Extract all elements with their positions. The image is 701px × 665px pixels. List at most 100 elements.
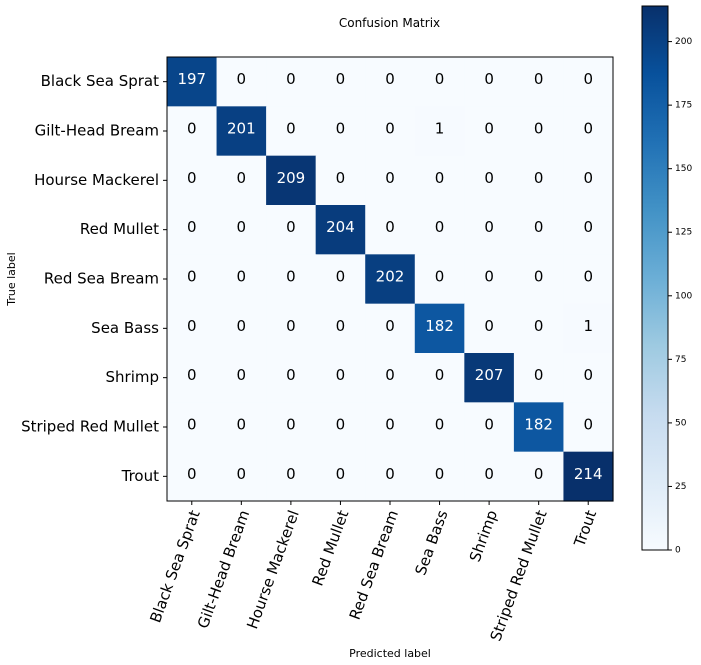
heatmap-cell bbox=[167, 353, 218, 403]
heatmap-cell bbox=[266, 205, 317, 255]
cell-value-label: 0 bbox=[385, 416, 395, 434]
colorbar-tick-label: 50 bbox=[675, 418, 687, 428]
x-tick-label: Trout bbox=[570, 508, 600, 550]
cell-value-label: 0 bbox=[286, 317, 296, 335]
cell-value-label: 0 bbox=[237, 169, 247, 187]
heatmap-cell bbox=[266, 106, 317, 157]
heatmap-cell bbox=[315, 402, 366, 453]
heatmap-cell bbox=[167, 254, 218, 305]
heatmap-cell bbox=[365, 155, 416, 206]
cell-value-label: 0 bbox=[336, 120, 346, 138]
heatmap-cell bbox=[216, 57, 267, 107]
cell-value-label: 0 bbox=[187, 416, 197, 434]
cell-value-label: 1 bbox=[583, 317, 593, 335]
heatmap-cell bbox=[513, 106, 565, 157]
cell-value-label: 0 bbox=[187, 268, 197, 286]
heatmap-cell bbox=[365, 451, 416, 502]
heatmap-cell bbox=[315, 254, 366, 305]
cell-value-label: 0 bbox=[237, 70, 247, 88]
heatmap-cell bbox=[513, 451, 565, 502]
cell-value-label: 0 bbox=[484, 169, 494, 187]
heatmap-cell bbox=[216, 402, 267, 453]
heatmap-cell bbox=[464, 254, 515, 305]
heatmap-cell bbox=[315, 57, 366, 107]
cell-value-label: 0 bbox=[336, 317, 346, 335]
heatmap-cell bbox=[167, 57, 218, 107]
cell-value-label: 0 bbox=[583, 268, 593, 286]
colorbar-tick-label: 150 bbox=[675, 164, 692, 174]
heatmap-cell bbox=[167, 155, 218, 206]
cell-value-label: 0 bbox=[435, 416, 445, 434]
heatmap-cell bbox=[513, 57, 565, 107]
cell-value-label: 182 bbox=[524, 416, 553, 434]
heatmap-cell bbox=[414, 353, 465, 403]
cell-value-label: 0 bbox=[336, 268, 346, 286]
cell-value-label: 204 bbox=[326, 218, 355, 236]
cell-value-label: 0 bbox=[237, 366, 247, 384]
colorbar: 0 25 50 75 100 125 150 175 200 bbox=[641, 5, 692, 556]
cell-value-label: 0 bbox=[286, 465, 296, 483]
colorbar-gradient bbox=[641, 5, 669, 551]
heatmap-cell bbox=[414, 106, 465, 157]
y-tick-label: Black Sea Sprat bbox=[41, 72, 159, 90]
heatmap-cell bbox=[266, 155, 317, 206]
y-tick-label: Striped Red Mullet bbox=[21, 418, 159, 436]
cell-value-label: 0 bbox=[534, 218, 544, 236]
cell-value-label: 202 bbox=[376, 268, 405, 286]
heatmap-cell bbox=[563, 303, 614, 354]
cell-value-label: 0 bbox=[435, 218, 445, 236]
heatmap-cell bbox=[315, 303, 366, 354]
heatmap-cell bbox=[365, 205, 416, 255]
y-tick-label: Gilt-Head Bream bbox=[35, 122, 159, 140]
cell-value-label: 0 bbox=[484, 70, 494, 88]
heatmap-cell bbox=[266, 57, 317, 107]
x-tick-label: Red Sea Bream bbox=[346, 508, 402, 622]
cell-value-label: 0 bbox=[583, 366, 593, 384]
cell-value-label: 0 bbox=[336, 70, 346, 88]
heatmap-cell bbox=[414, 402, 465, 453]
heatmap-cell bbox=[266, 303, 317, 354]
heatmap-cell bbox=[266, 451, 317, 502]
cell-value-label: 0 bbox=[534, 366, 544, 384]
cell-value-label: 201 bbox=[227, 120, 256, 138]
cell-value-label: 0 bbox=[286, 218, 296, 236]
cell-value-label: 0 bbox=[534, 70, 544, 88]
colorbar-tick-label: 75 bbox=[675, 355, 686, 365]
heatmap-cell bbox=[266, 353, 317, 403]
cell-value-label: 0 bbox=[484, 218, 494, 236]
cell-value-label: 0 bbox=[484, 465, 494, 483]
cell-value-label: 0 bbox=[336, 366, 346, 384]
heatmap-cell bbox=[167, 451, 218, 502]
cell-value-label: 0 bbox=[286, 70, 296, 88]
heatmap-cell bbox=[464, 205, 515, 255]
cell-value-label: 0 bbox=[385, 169, 395, 187]
cell-value-label: 0 bbox=[336, 416, 346, 434]
heatmap-cell bbox=[315, 205, 366, 255]
cell-value-label: 0 bbox=[385, 366, 395, 384]
cell-value-label: 0 bbox=[534, 465, 544, 483]
x-tick-label: Red Mullet bbox=[308, 508, 352, 589]
y-tick-label: Hourse Mackerel bbox=[34, 171, 159, 189]
x-tick-label: Hourse Mackerel bbox=[243, 508, 303, 632]
cell-value-label: 0 bbox=[187, 120, 197, 138]
cell-value-label: 0 bbox=[435, 268, 445, 286]
cell-value-label: 0 bbox=[187, 218, 197, 236]
heatmap-cell bbox=[513, 205, 565, 255]
heatmap-cell bbox=[216, 303, 267, 354]
heatmap-cell bbox=[563, 353, 614, 403]
cell-value-label: 0 bbox=[336, 465, 346, 483]
x-tick-label: Sea Bass bbox=[411, 508, 451, 578]
heatmap-cell bbox=[365, 402, 416, 453]
y-tick-label: Red Mullet bbox=[80, 220, 159, 238]
cell-value-label: 0 bbox=[286, 268, 296, 286]
heatmap-cell-labels: 197 0 0 0 0 0 0 0 0 0 201 0 0 0 1 0 0 0 0 0 209 0 0 0 0 0 0 0 0 0 204 0… bbox=[177, 70, 602, 483]
cell-value-label: 0 bbox=[237, 465, 247, 483]
x-tick-label: Shrimp bbox=[466, 508, 501, 564]
cell-value-label: 0 bbox=[237, 317, 247, 335]
heatmap-cell bbox=[464, 155, 515, 206]
x-tick-label: Gilt-Head Bream bbox=[194, 508, 253, 631]
cell-value-label: 0 bbox=[583, 218, 593, 236]
colorbar-tick-label: 25 bbox=[675, 482, 686, 492]
heatmap-cell bbox=[513, 353, 565, 403]
